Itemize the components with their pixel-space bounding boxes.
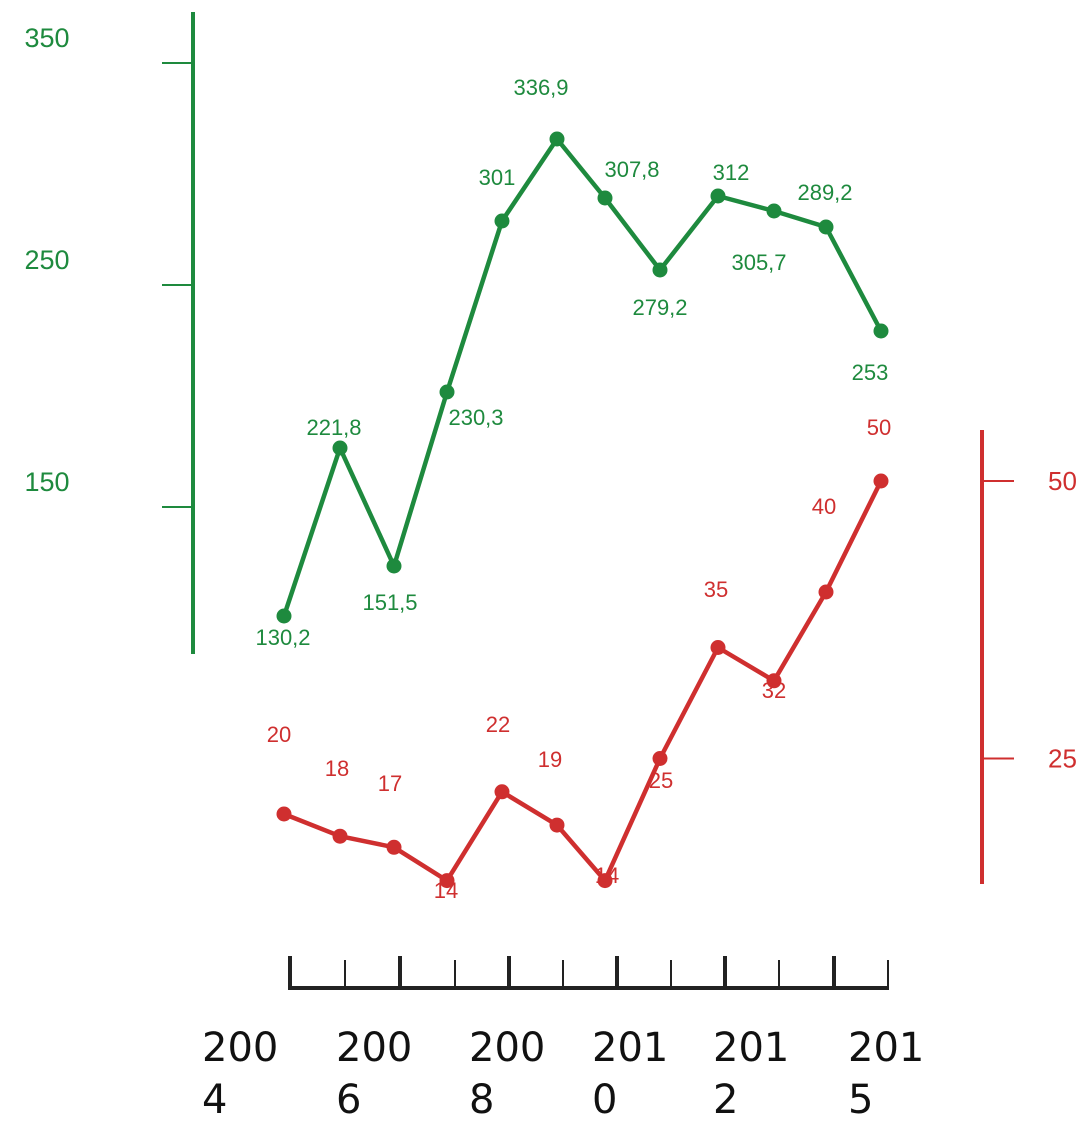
green-data-label: 279,2 <box>632 295 687 320</box>
green-data-point <box>873 323 889 339</box>
red-data-label: 35 <box>704 577 728 602</box>
x-tick-label-2008: 200 8 <box>469 1025 546 1123</box>
red-data-point <box>597 873 613 889</box>
red-data-label: 32 <box>762 678 786 703</box>
red-data-point <box>766 673 782 689</box>
red-data-point <box>386 839 402 855</box>
green-data-label: 305,7 <box>731 250 786 275</box>
red-data-label: 22 <box>486 712 510 737</box>
x-tick-label-2012: 201 2 <box>713 1025 790 1123</box>
green-data-label: 307,8 <box>604 157 659 182</box>
green-data-point <box>818 219 834 235</box>
left-axis-tick-label: 250 <box>24 245 69 275</box>
green-data-label: 253 <box>852 360 889 385</box>
green-data-point <box>386 558 402 574</box>
green-data-label: 151,5 <box>362 590 417 615</box>
green-series-line <box>281 136 883 617</box>
red-data-label: 18 <box>325 756 349 781</box>
green-data-label: 289,2 <box>797 180 852 205</box>
left-axis-tick-label: 350 <box>24 23 69 53</box>
red-series-line <box>283 480 884 883</box>
red-data-point <box>549 817 565 833</box>
x-tick-label-2015: 201 5 <box>848 1025 925 1123</box>
red-data-label: 14 <box>434 878 458 903</box>
green-data-label: 130,2 <box>255 625 310 650</box>
green-data-point <box>494 213 510 229</box>
green-data-point <box>652 262 668 278</box>
green-data-point <box>439 384 455 400</box>
red-data-label: 25 <box>649 768 673 793</box>
red-data-point <box>276 806 292 822</box>
green-data-point <box>597 190 613 206</box>
green-data-point <box>549 131 565 147</box>
green-data-label: 221,8 <box>306 415 361 440</box>
green-data-label: 230,3 <box>448 405 503 430</box>
red-data-label: 17 <box>378 771 402 796</box>
red-data-point <box>439 873 455 889</box>
red-data-point <box>652 751 668 766</box>
green-data-point <box>766 203 782 219</box>
green-data-label: 312 <box>713 160 750 185</box>
red-data-label: 40 <box>812 494 836 519</box>
red-data-label: 20 <box>267 722 291 747</box>
green-data-point <box>710 188 726 204</box>
red-data-point <box>710 640 726 655</box>
red-data-label: 50 <box>867 415 891 440</box>
x-tick-label-2010: 201 0 <box>592 1025 669 1123</box>
right-axis-tick-label: 50 <box>1048 466 1077 496</box>
green-data-point <box>276 608 292 624</box>
red-data-point <box>494 784 510 800</box>
green-data-label: 301 <box>479 165 516 190</box>
red-data-point <box>332 828 348 844</box>
x-tick-label-2006: 200 6 <box>336 1025 413 1123</box>
red-data-point <box>818 584 834 600</box>
green-data-label: 336,9 <box>513 75 568 100</box>
green-data-point <box>332 440 348 456</box>
red-data-label: 19 <box>538 747 562 772</box>
red-data-point <box>873 473 889 489</box>
left-axis-tick-label: 150 <box>24 467 69 497</box>
right-axis-tick-label: 25 <box>1048 744 1077 774</box>
x-tick-label-2004: 200 4 <box>202 1025 279 1123</box>
red-data-label: 14 <box>595 863 619 888</box>
